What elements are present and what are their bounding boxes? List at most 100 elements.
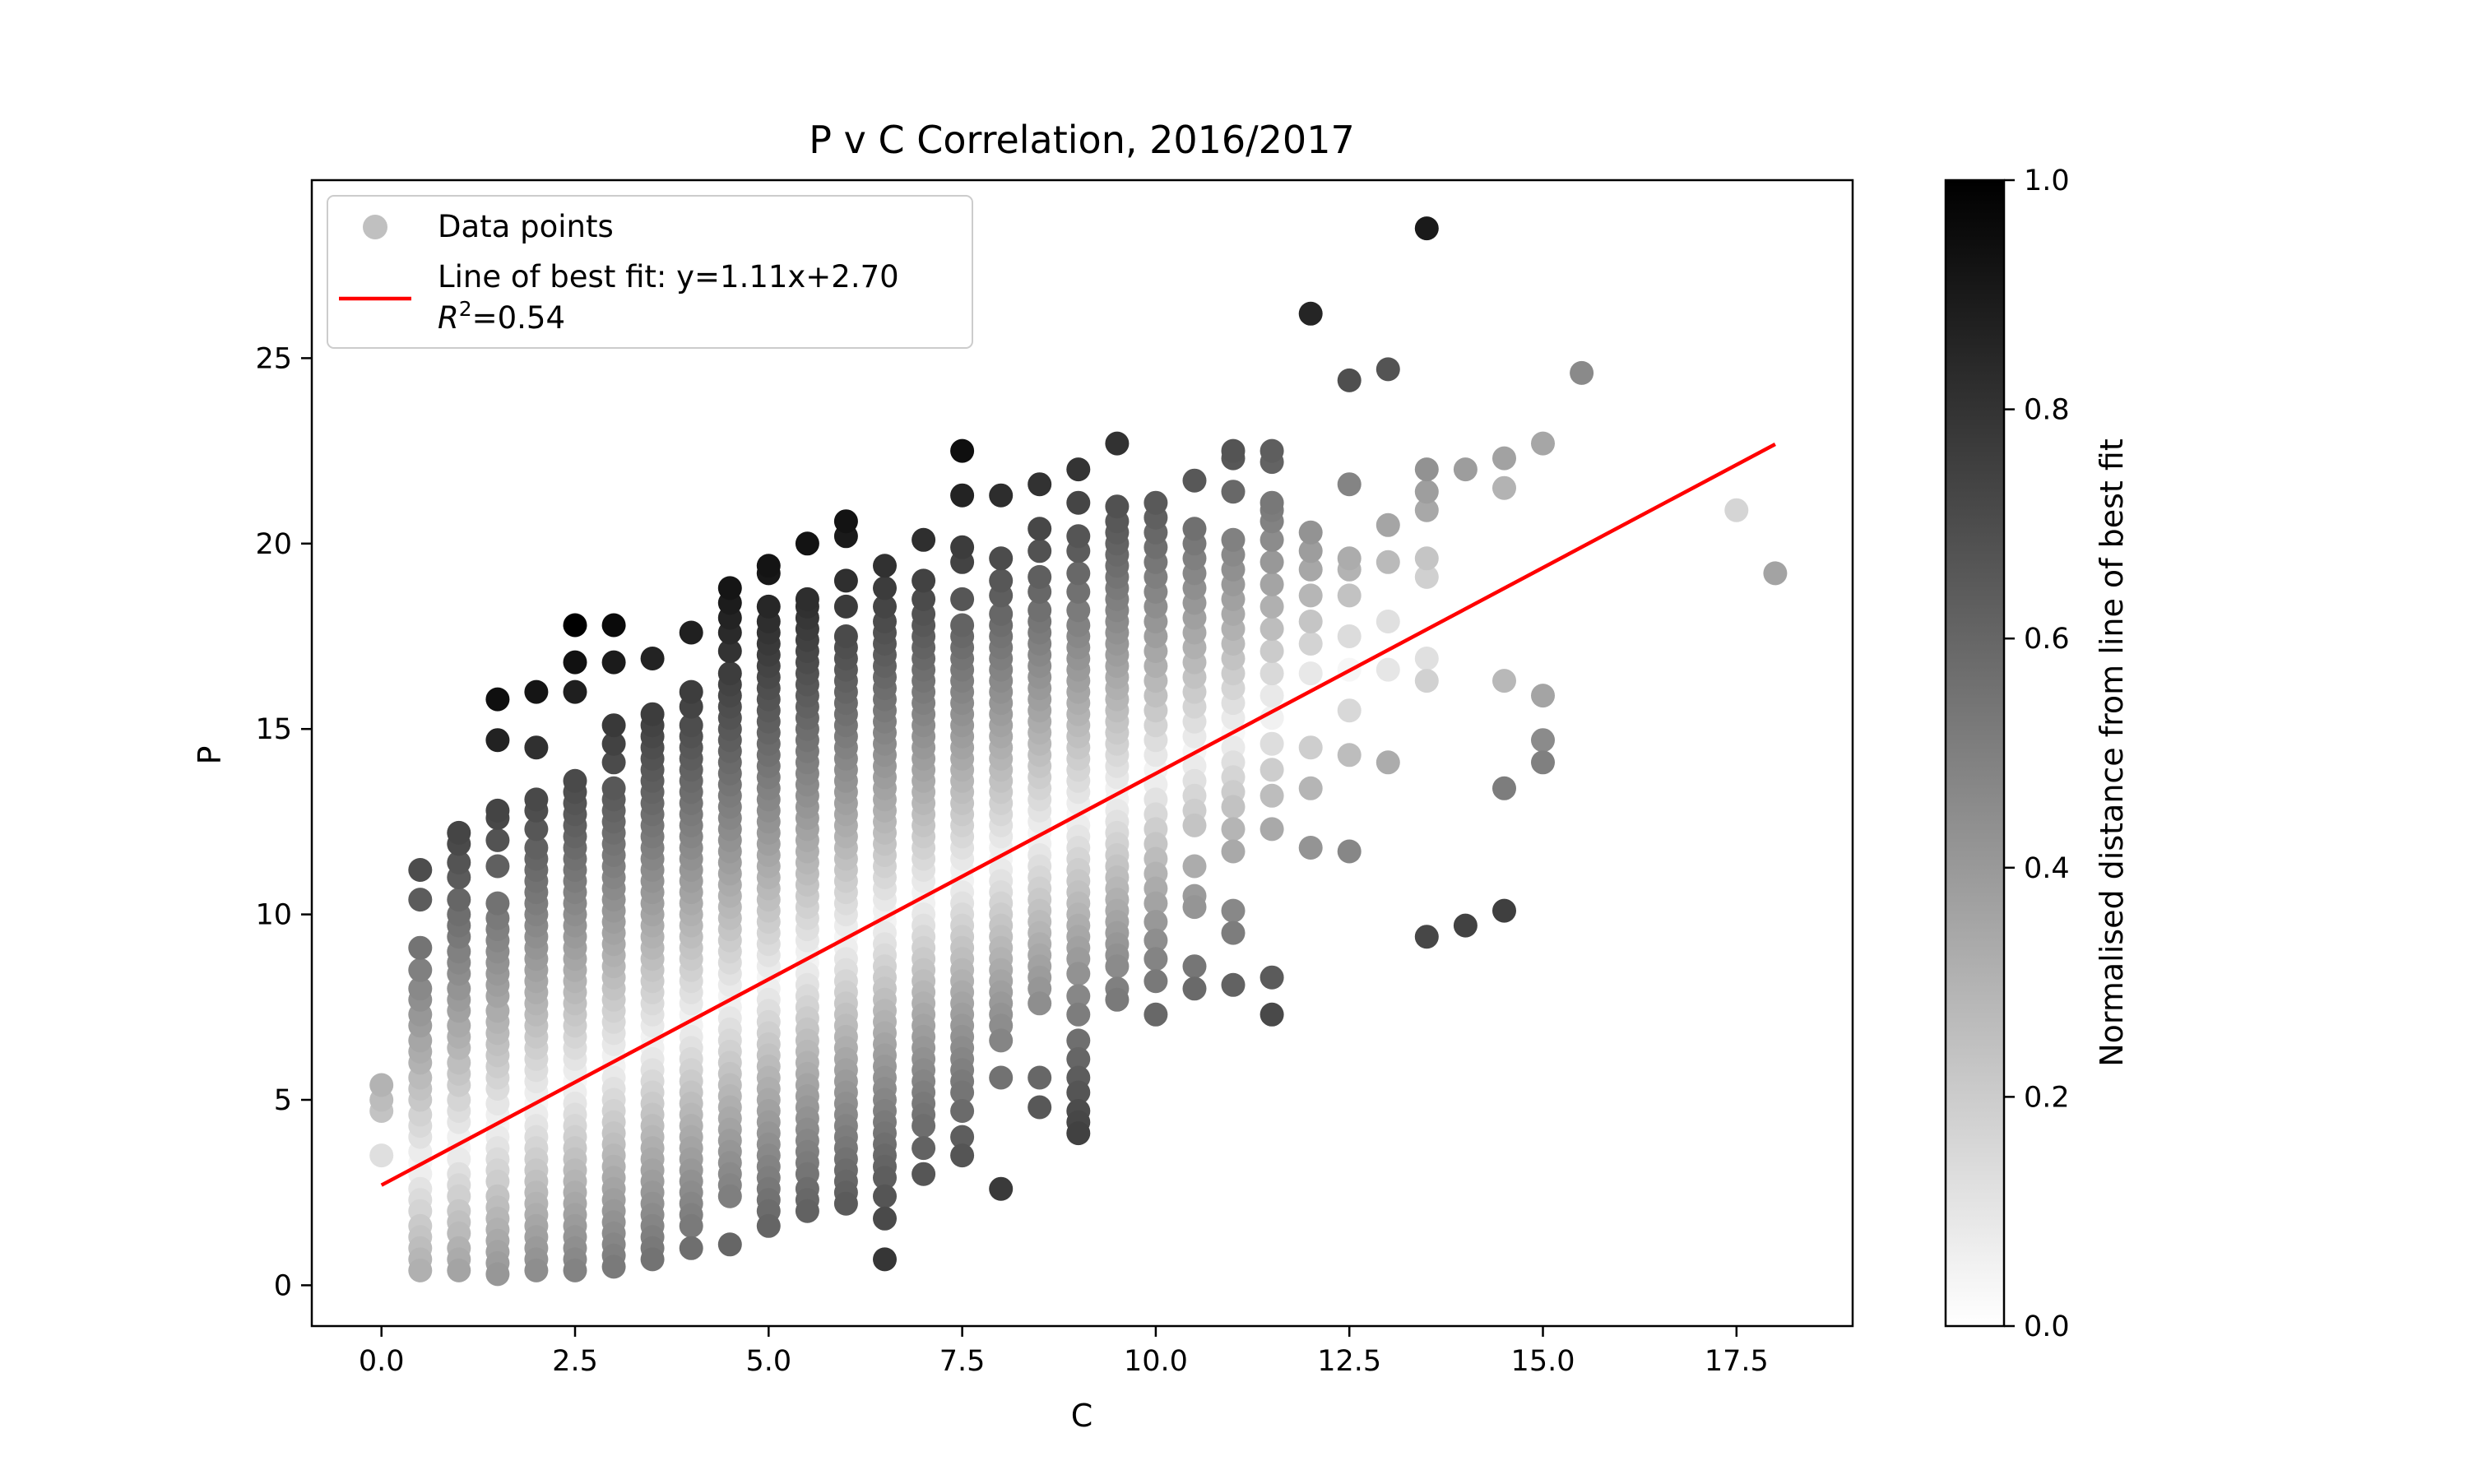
- data-point: [1144, 928, 1168, 953]
- data-point: [950, 1143, 975, 1168]
- data-point: [912, 1162, 936, 1186]
- y-tick-label: 10: [255, 899, 292, 932]
- x-tick-label: 2.5: [552, 1345, 598, 1378]
- data-point: [563, 613, 587, 638]
- data-point: [408, 888, 433, 912]
- x-tick-label: 12.5: [1317, 1345, 1381, 1378]
- data-point: [447, 851, 471, 874]
- data-point: [1260, 639, 1284, 663]
- data-point: [873, 554, 897, 578]
- data-point: [485, 891, 510, 916]
- data-point: [717, 1184, 742, 1208]
- data-point: [563, 768, 587, 793]
- data-point: [1182, 976, 1207, 1001]
- x-tick-label: 7.5: [939, 1345, 986, 1378]
- data-point: [1260, 438, 1284, 463]
- y-tick-label: 0: [274, 1269, 292, 1302]
- data-point: [679, 679, 703, 704]
- data-point: [950, 1080, 975, 1105]
- data-point: [1144, 1002, 1168, 1027]
- data-point: [485, 828, 510, 852]
- data-point: [1298, 661, 1323, 686]
- data-point: [950, 1099, 975, 1123]
- data-point: [950, 1125, 975, 1149]
- data-point: [873, 1166, 897, 1190]
- data-point: [833, 624, 858, 648]
- data-point: [873, 1206, 897, 1231]
- data-point: [1298, 301, 1323, 326]
- data-point: [1105, 494, 1130, 519]
- data-point: [1260, 684, 1284, 708]
- data-point: [1066, 1121, 1091, 1146]
- data-point: [1260, 1002, 1284, 1027]
- data-point: [640, 702, 665, 726]
- colorbar-tick-label: 0.8: [2024, 394, 2070, 427]
- data-point: [989, 601, 1014, 626]
- data-point: [1182, 954, 1207, 979]
- x-axis-label: C: [1071, 1398, 1093, 1434]
- data-point: [601, 776, 626, 800]
- plot-area-frame: [310, 179, 1854, 1328]
- data-point: [408, 958, 433, 982]
- data-point: [1414, 480, 1439, 504]
- data-point: [1260, 758, 1284, 782]
- r2-superscript: 2: [459, 297, 472, 321]
- data-point: [485, 728, 510, 753]
- legend-r2-label: R2=0.54: [438, 297, 565, 336]
- data-point: [1260, 617, 1284, 641]
- data-point: [1337, 624, 1362, 648]
- data-point: [1066, 1080, 1091, 1105]
- data-point: [1531, 684, 1555, 708]
- data-point: [1492, 776, 1516, 800]
- data-point: [912, 1114, 936, 1139]
- legend-label-fit-line: Line of best fit: y=1.11x+2.70: [438, 259, 899, 294]
- y-axis: 0 5 10 15 20 25: [255, 342, 312, 1302]
- colorbar-tick-label: 0.2: [2024, 1081, 2070, 1114]
- data-point: [1260, 594, 1284, 619]
- data-point: [1337, 698, 1362, 723]
- data-point: [1221, 438, 1246, 463]
- data-point: [1066, 1002, 1091, 1027]
- data-point: [1337, 546, 1362, 571]
- data-point: [447, 888, 471, 912]
- data-point: [601, 713, 626, 738]
- data-point: [756, 594, 781, 619]
- data-point: [485, 687, 510, 712]
- data-point: [833, 509, 858, 534]
- y-tick-label: 20: [255, 528, 292, 561]
- data-point: [1221, 921, 1246, 945]
- data-point: [1337, 839, 1362, 864]
- data-point: [485, 798, 510, 823]
- data-point: [1260, 706, 1284, 730]
- data-point: [1337, 743, 1362, 768]
- data-point: [1221, 527, 1246, 552]
- data-point: [1298, 632, 1323, 656]
- data-point: [1414, 669, 1439, 693]
- data-point: [912, 1136, 936, 1161]
- y-tick-label: 25: [255, 342, 292, 375]
- y-tick-label: 5: [274, 1084, 292, 1117]
- data-point: [408, 935, 433, 960]
- data-point: [833, 1191, 858, 1216]
- x-tick-label: 10.0: [1124, 1345, 1188, 1378]
- y-axis-label: P: [192, 746, 228, 765]
- x-tick-label: 17.5: [1705, 1345, 1769, 1378]
- data-point: [1221, 817, 1246, 842]
- data-point: [1531, 728, 1555, 753]
- data-point: [1375, 750, 1400, 775]
- data-point: [1375, 512, 1400, 537]
- colorbar-tick-label: 0.0: [2024, 1310, 2070, 1343]
- data-point: [989, 568, 1014, 593]
- data-point: [1028, 1095, 1052, 1120]
- data-point: [1763, 561, 1788, 586]
- data-point: [1260, 965, 1284, 990]
- data-point: [950, 613, 975, 638]
- legend-label-data-points: Data points: [438, 209, 614, 244]
- data-point: [989, 1028, 1014, 1053]
- data-point: [1260, 731, 1284, 756]
- data-point: [1375, 550, 1400, 574]
- data-point: [873, 1247, 897, 1272]
- x-tick-label: 5.0: [745, 1345, 791, 1378]
- data-point: [1144, 947, 1168, 972]
